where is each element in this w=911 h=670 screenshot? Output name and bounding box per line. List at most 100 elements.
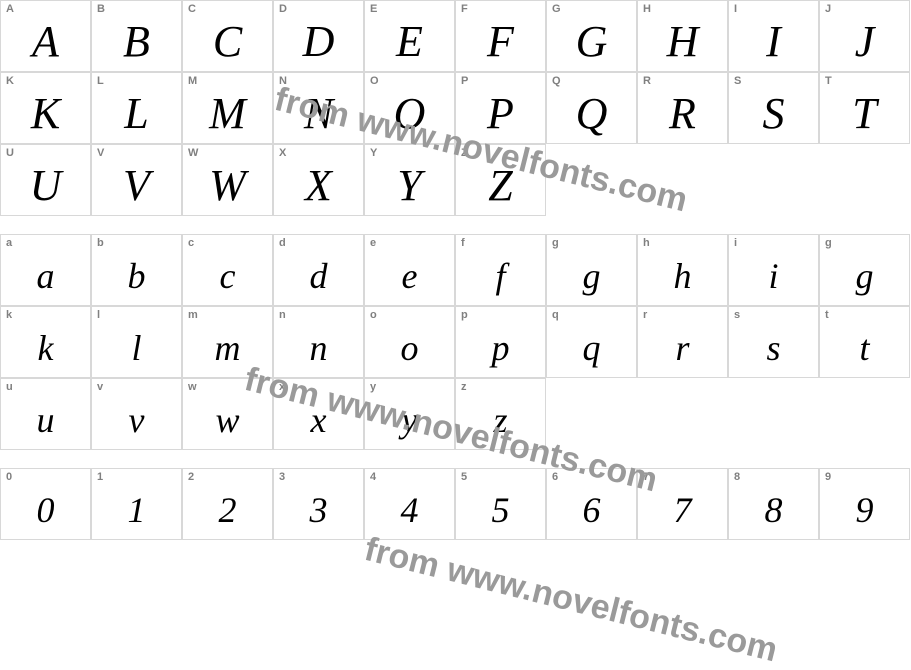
cell-label: d	[279, 238, 286, 249]
cell-glyph: M	[209, 92, 246, 136]
cell-glyph: Q	[576, 92, 608, 136]
cell-glyph: H	[667, 20, 699, 64]
cell-label: 0	[6, 472, 12, 483]
cell-glyph: N	[304, 92, 333, 136]
charmap-row: 00112233445566778899	[0, 468, 911, 540]
charmap-cell: LL	[91, 72, 182, 144]
cell-label: R	[643, 76, 651, 87]
cell-label: 1	[97, 472, 103, 483]
cell-glyph: m	[215, 330, 241, 366]
charmap-cell: yy	[364, 378, 455, 450]
cell-label: b	[97, 238, 104, 249]
cell-label: O	[370, 76, 379, 87]
cell-label: h	[643, 238, 650, 249]
cell-label: D	[279, 4, 287, 15]
charmap-cell: cc	[182, 234, 273, 306]
charmap-cell: OO	[364, 72, 455, 144]
cell-label: 3	[279, 472, 285, 483]
cell-label: H	[643, 4, 651, 15]
charmap-cell: DD	[273, 0, 364, 72]
charmap-row: aabbccddeeffgghhiigg	[0, 234, 911, 306]
charmap-cell: WW	[182, 144, 273, 216]
cell-glyph: c	[220, 258, 236, 294]
cell-glyph: 5	[492, 492, 510, 528]
cell-glyph: L	[124, 92, 148, 136]
cell-glyph: v	[129, 402, 145, 438]
cell-label: 2	[188, 472, 194, 483]
charmap-cell: EE	[364, 0, 455, 72]
charmap-cell: 44	[364, 468, 455, 540]
cell-glyph: W	[209, 164, 246, 208]
charmap-cell: ss	[728, 306, 819, 378]
charmap-cell: vv	[91, 378, 182, 450]
cell-label: X	[279, 148, 286, 159]
cell-glyph: D	[303, 20, 335, 64]
charmap-cell: 77	[637, 468, 728, 540]
charmap-cell: 55	[455, 468, 546, 540]
cell-glyph: 8	[765, 492, 783, 528]
cell-label: g	[552, 238, 559, 249]
cell-label: 7	[643, 472, 649, 483]
cell-label: Y	[370, 148, 377, 159]
cell-glyph: G	[576, 20, 608, 64]
charmap-cell: nn	[273, 306, 364, 378]
cell-label: q	[552, 310, 559, 321]
cell-glyph: k	[38, 330, 54, 366]
cell-label: N	[279, 76, 287, 87]
cell-label: g	[825, 238, 832, 249]
cell-glyph: V	[123, 164, 150, 208]
cell-glyph: X	[305, 164, 332, 208]
cell-glyph: q	[583, 330, 601, 366]
cell-label: U	[6, 148, 14, 159]
charmap-row: uuvvwwxxyyzz	[0, 378, 911, 450]
cell-label: 9	[825, 472, 831, 483]
cell-glyph: z	[493, 402, 507, 438]
charmap-cell: KK	[0, 72, 91, 144]
cell-glyph: r	[675, 330, 689, 366]
cell-label: C	[188, 4, 196, 15]
cell-glyph: x	[311, 402, 327, 438]
charmap-cell: ii	[728, 234, 819, 306]
cell-label: f	[461, 238, 465, 249]
charmap-cell: zz	[455, 378, 546, 450]
cell-glyph: C	[213, 20, 242, 64]
charmap-cell: JJ	[819, 0, 910, 72]
cell-glyph: o	[401, 330, 419, 366]
cell-glyph: E	[396, 20, 423, 64]
charmap-cell: NN	[273, 72, 364, 144]
cell-glyph: I	[766, 20, 781, 64]
charmap-cell: RR	[637, 72, 728, 144]
cell-glyph: Y	[397, 164, 421, 208]
cell-label: M	[188, 76, 197, 87]
charmap-cell: dd	[273, 234, 364, 306]
cell-glyph: 7	[674, 492, 692, 528]
cell-label: o	[370, 310, 377, 321]
cell-label: e	[370, 238, 376, 249]
charmap-cell: oo	[364, 306, 455, 378]
charmap-cell: TT	[819, 72, 910, 144]
charmap-row: kkllmmnnooppqqrrsstt	[0, 306, 911, 378]
cell-label: c	[188, 238, 194, 249]
cell-glyph: t	[859, 330, 869, 366]
cell-label: a	[6, 238, 12, 249]
cell-label: y	[370, 382, 376, 393]
charmap-cell: II	[728, 0, 819, 72]
cell-glyph: 9	[856, 492, 874, 528]
cell-label: n	[279, 310, 286, 321]
charmap-cell: VV	[91, 144, 182, 216]
charmap-cell: 99	[819, 468, 910, 540]
cell-glyph: l	[131, 330, 141, 366]
cell-glyph: B	[123, 20, 150, 64]
cell-label: J	[825, 4, 831, 15]
cell-label: W	[188, 148, 198, 159]
charmap-cell: hh	[637, 234, 728, 306]
cell-glyph: p	[492, 330, 510, 366]
cell-glyph: b	[128, 258, 146, 294]
charmap-cell: UU	[0, 144, 91, 216]
charmap-cell: pp	[455, 306, 546, 378]
charmap-cell: bb	[91, 234, 182, 306]
charmap-row: KKLLMMNNOOPPQQRRSSTT	[0, 72, 911, 144]
charmap-cell: HH	[637, 0, 728, 72]
cell-label: u	[6, 382, 13, 393]
cell-label: 4	[370, 472, 376, 483]
